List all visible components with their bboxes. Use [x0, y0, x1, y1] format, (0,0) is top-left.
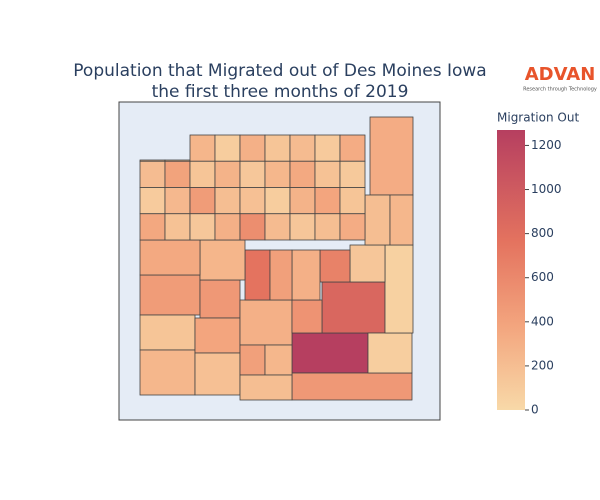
- tract: [244, 249, 271, 301]
- tract: [214, 213, 241, 241]
- tract: [214, 134, 241, 162]
- tract: [139, 213, 166, 241]
- colorbar: [497, 130, 525, 410]
- tract: [389, 194, 414, 246]
- colorbar-tick-label: 1000: [531, 182, 562, 196]
- tract: [364, 194, 391, 246]
- tract: [339, 213, 366, 241]
- tract: [239, 134, 266, 162]
- tract: [269, 249, 293, 301]
- tract: [264, 344, 293, 376]
- tract: [199, 239, 246, 281]
- tract: [164, 213, 191, 241]
- tract: [214, 160, 241, 188]
- tract: [339, 187, 366, 215]
- tract: [239, 299, 293, 346]
- tract: [291, 299, 323, 334]
- tract: [289, 134, 316, 162]
- tract: [214, 187, 241, 215]
- tract: [139, 239, 201, 276]
- tract: [139, 160, 166, 188]
- colorbar-tick-label: 400: [531, 314, 554, 328]
- chart-title: the first three months of 2019: [152, 82, 409, 102]
- tract: [264, 213, 291, 241]
- tract: [314, 213, 341, 241]
- tract: [321, 281, 386, 334]
- colorbar-tick-label: 1200: [531, 138, 562, 152]
- tract: [189, 134, 216, 162]
- tract: [264, 187, 291, 215]
- logo-tagline: Research through Technology: [523, 87, 597, 93]
- tract: [139, 274, 201, 316]
- tract: [189, 160, 216, 188]
- tract: [339, 160, 366, 188]
- tract: [369, 116, 414, 196]
- tract: [289, 160, 316, 188]
- tract: [239, 344, 266, 376]
- tract: [319, 249, 351, 283]
- tract: [289, 213, 316, 241]
- tract: [314, 160, 341, 188]
- tract: [384, 244, 414, 334]
- colorbar-tick-label: 0: [531, 403, 539, 417]
- tract: [314, 187, 341, 215]
- tract: [194, 317, 241, 354]
- chart-title: Population that Migrated out of Des Moin…: [73, 61, 486, 81]
- tract: [291, 249, 321, 301]
- tract: [189, 187, 216, 215]
- tract: [291, 332, 369, 374]
- regions: [139, 116, 414, 401]
- logo: ADVAN: [525, 64, 596, 85]
- tract: [239, 160, 266, 188]
- colorbar-tick-label: 800: [531, 226, 554, 240]
- colorbar-title: Migration Out: [497, 111, 579, 125]
- tract: [164, 187, 191, 215]
- tract: [289, 187, 316, 215]
- colorbar-tick-label: 200: [531, 358, 554, 372]
- tract: [349, 244, 386, 283]
- tract: [264, 160, 291, 188]
- tract: [164, 160, 191, 188]
- tract: [139, 314, 196, 351]
- tract: [139, 349, 196, 396]
- tract: [291, 372, 413, 401]
- tract: [194, 352, 241, 396]
- tract: [239, 374, 293, 401]
- tract: [189, 213, 216, 241]
- tract: [239, 187, 266, 215]
- tract: [264, 134, 291, 162]
- tract: [199, 279, 241, 319]
- tract: [339, 134, 366, 162]
- tract: [367, 332, 413, 374]
- colorbar-tick-label: 600: [531, 270, 554, 284]
- tract: [314, 134, 341, 162]
- tract: [239, 213, 266, 241]
- tract: [139, 187, 166, 215]
